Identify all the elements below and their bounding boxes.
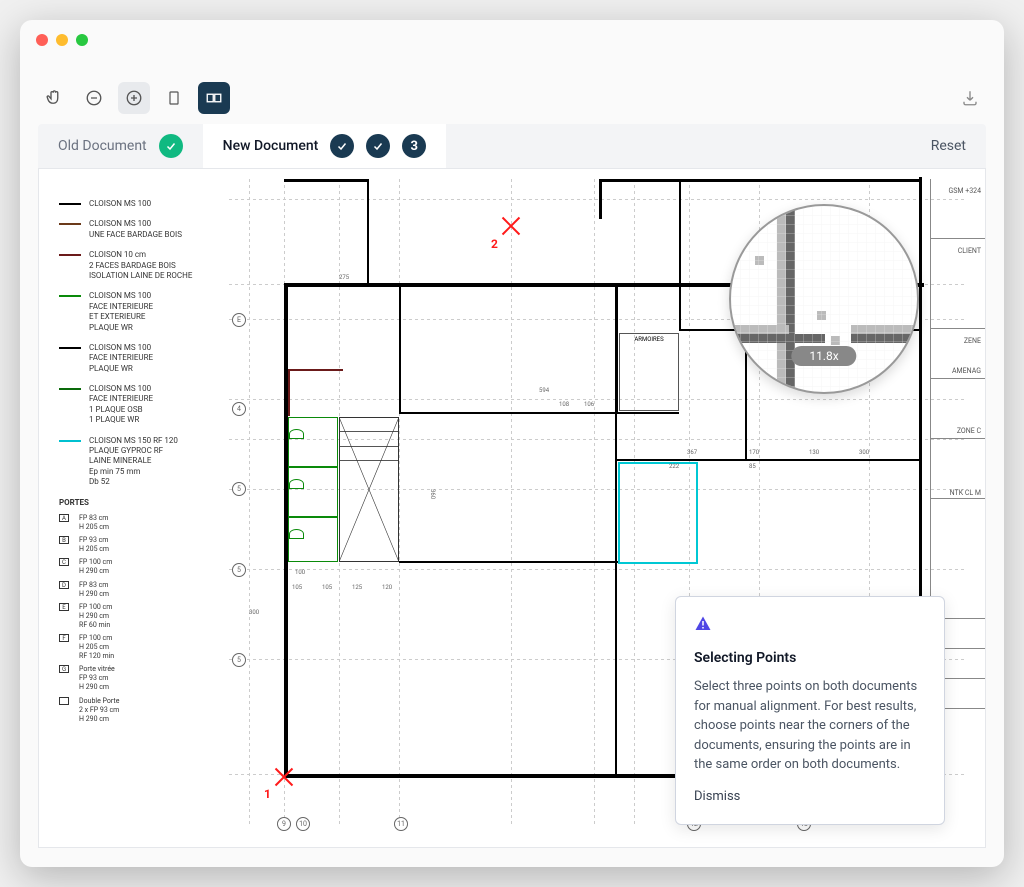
legend-text: CLOISON MS 100 FACE INTERIEURE PLAQUE WR [89,343,229,374]
zoom-out-button[interactable] [78,82,110,114]
zoom-in-button[interactable] [118,82,150,114]
door-legend-item: F FP 100 cm H 205 cm RF 120 min [59,634,229,661]
legend-item: CLOISON MS 150 RF 120 PLAQUE GYPROC RF L… [59,436,229,488]
window-close-button[interactable] [36,34,48,46]
right-amenag-label: AMENAG [952,367,981,375]
right-zone-label: ZONE C [957,427,981,435]
point-2-label: 2 [491,237,498,251]
legend-swatch [59,388,81,390]
popover-dismiss-button[interactable]: Dismiss [694,787,926,807]
download-button[interactable] [954,82,986,114]
reset-button[interactable]: Reset [911,138,986,154]
door-code: D [59,581,69,589]
legend-item: CLOISON MS 100 FACE INTERIEURE PLAQUE WR [59,343,229,374]
page-view-button[interactable] [158,82,190,114]
legend-item: CLOISON MS 100 FACE INTERIEURE 1 PLAQUE … [59,384,229,426]
door-legend-item: B FP 93 cm H 205 cm [59,536,229,554]
window-minimize-button[interactable] [56,34,68,46]
legend-text: CLOISON 10 cm 2 FACES BARDAGE BOIS ISOLA… [89,250,229,281]
warning-icon [694,615,926,640]
alignment-point-2[interactable] [496,211,526,241]
legend-swatch [59,223,81,225]
document-tabs: Old Document New Document 3 Reset [38,124,986,168]
zoom-magnifier: 11.8x [729,204,919,394]
tab-new-document[interactable]: New Document 3 [203,124,447,168]
room-label-armoires: ARMOIRES [620,334,678,343]
step-2-badge [366,134,390,158]
door-legend-item: D FP 83 cm H 290 cm [59,581,229,599]
selecting-points-popover: Selecting Points Select three points on … [675,596,945,825]
window-maximize-button[interactable] [76,34,88,46]
door-spec: Double Porte 2 x FP 93 cm H 290 cm [79,697,119,724]
legend-swatch [59,203,81,205]
door-code: G [59,665,69,673]
right-gsm-label: GSM +324 [948,187,981,195]
floorplan: 9 10 11 12 13 E 4 5 5 5 [39,169,985,847]
toolbar [38,76,986,124]
doors-heading: PORTES [59,498,229,508]
alignment-point-1[interactable] [269,762,299,792]
door-code: A [59,514,69,522]
popover-title: Selecting Points [694,648,926,669]
pan-tool-button[interactable] [38,82,70,114]
legend-text: CLOISON MS 100 UNE FACE BARDAGE BOIS [89,219,229,240]
tab-new-label: New Document [223,138,319,154]
door-legend-item: Double Porte 2 x FP 93 cm H 290 cm [59,697,229,724]
door-spec: FP 100 cm H 205 cm RF 120 min [79,634,114,661]
old-doc-status-icon [159,134,183,158]
app-content: Old Document New Document 3 Reset [20,60,1004,864]
app-window: Old Document New Document 3 Reset [20,20,1004,867]
door-legend-item: C FP 100 cm H 290 cm [59,558,229,576]
door-code [59,697,69,705]
right-client-label: CLIENT [958,247,981,255]
legend-text: CLOISON MS 100 FACE INTERIEURE 1 PLAQUE … [89,384,229,426]
legend-swatch [59,254,81,256]
door-spec: FP 83 cm H 290 cm [79,581,109,599]
door-spec: FP 100 cm H 290 cm [79,558,112,576]
legend-item: CLOISON MS 100 [59,199,229,209]
legend-item: CLOISON 10 cm 2 FACES BARDAGE BOIS ISOLA… [59,250,229,281]
door-legend-item: E FP 100 cm H 290 cm RF 60 min [59,603,229,630]
right-zen-label: ZENE [964,337,981,345]
teal-highlight-opening [618,549,698,564]
door-spec: FP 100 cm H 290 cm RF 60 min [79,603,112,630]
step-3-badge: 3 [402,134,426,158]
legend-item: CLOISON MS 100 UNE FACE BARDAGE BOIS [59,219,229,240]
door-code: F [59,634,69,642]
popover-body: Select three points on both documents fo… [694,677,926,775]
window-titlebar [20,20,1004,60]
legend-text: CLOISON MS 150 RF 120 PLAQUE GYPROC RF L… [89,436,229,488]
door-spec: FP 93 cm H 205 cm [79,536,109,554]
point-1-label: 1 [264,787,271,801]
step-1-badge [330,134,354,158]
zoom-level-badge: 11.8x [791,346,856,366]
layer-legend: CLOISON MS 100 CLOISON MS 100 UNE FACE BA… [59,199,229,728]
door-legend-item: G Porte vitrée FP 93 cm H 290 cm [59,665,229,692]
tab-old-document[interactable]: Old Document [38,124,203,168]
legend-swatch [59,295,81,297]
drawing-canvas[interactable]: 9 10 11 12 13 E 4 5 5 5 [38,168,986,848]
legend-swatch [59,347,81,349]
legend-item: CLOISON MS 100 FACE INTERIEURE ET EXTERI… [59,291,229,333]
legend-text: CLOISON MS 100 [89,199,229,209]
compare-mode-button[interactable] [198,82,230,114]
door-spec: FP 83 cm H 205 cm [79,514,109,532]
tab-old-label: Old Document [58,138,147,154]
door-code: E [59,603,69,611]
door-code: B [59,536,69,544]
door-code: C [59,558,69,566]
door-legend-item: A FP 83 cm H 205 cm [59,514,229,532]
legend-text: CLOISON MS 100 FACE INTERIEURE ET EXTERI… [89,291,229,333]
door-spec: Porte vitrée FP 93 cm H 290 cm [79,665,115,692]
right-ntk-label: NTK CL M [950,489,981,497]
legend-swatch [59,440,81,442]
